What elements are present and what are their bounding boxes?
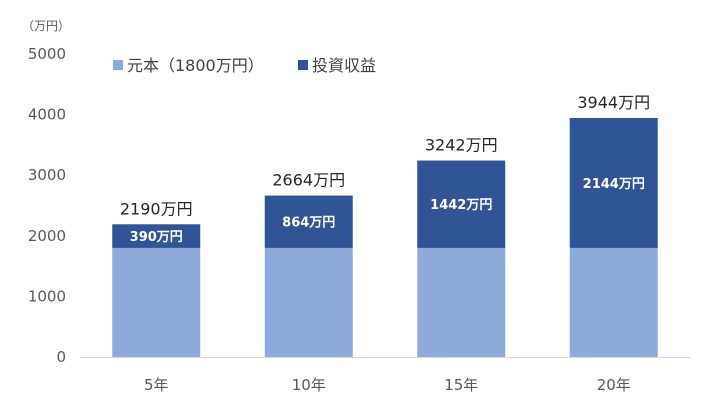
y-tick-label: 3000 — [28, 166, 66, 184]
bar-total-label: 3242万円 — [425, 136, 498, 155]
y-tick-label: 2000 — [28, 227, 66, 245]
bar-segment-principal — [569, 247, 658, 357]
bar-segment-principal — [417, 247, 506, 357]
bar-total-label: 3944万円 — [577, 93, 650, 112]
y-axis-unit-label: （万円） — [22, 19, 70, 33]
bar-segment-label: 2144万円 — [583, 177, 645, 192]
x-tick-label: 15年 — [444, 376, 478, 394]
bar-total-label: 2190万円 — [120, 199, 193, 218]
bar-segment-investment-return — [112, 224, 201, 248]
bar-segment-investment-return — [569, 117, 658, 248]
bar-segment-principal — [112, 247, 201, 357]
y-tick-label: 5000 — [28, 45, 66, 63]
bar-segment-principal — [264, 247, 353, 357]
legend: 元本（1800万円） 投資収益 — [113, 56, 376, 75]
x-axis: 5年 10年 15年 20年 — [144, 376, 631, 394]
bar-total-label: 2664万円 — [272, 171, 345, 190]
legend-label-investment-return: 投資収益 — [312, 56, 376, 75]
bar-segment-label: 390万円 — [130, 230, 183, 245]
x-tick-label: 5年 — [144, 376, 169, 394]
bar-segment-label: 1442万円 — [430, 198, 492, 213]
x-tick-label: 20年 — [597, 376, 631, 394]
x-tick-label: 10年 — [292, 376, 326, 394]
bar-segment-investment-return — [417, 160, 506, 248]
y-tick-label: 0 — [56, 348, 66, 366]
y-axis: 0 1000 2000 3000 4000 5000 — [28, 45, 66, 366]
bar-segment-investment-return — [264, 195, 353, 248]
bars: 390万円 2190万円 864万円 2664万円 1442万円 3242万円 2144万円… — [112, 93, 658, 357]
legend-swatch-principal — [113, 60, 123, 70]
y-tick-label: 4000 — [28, 106, 66, 124]
bar-segment-label: 864万円 — [282, 216, 335, 231]
legend-label-principal: 元本（1800万円） — [127, 56, 264, 75]
y-tick-label: 1000 — [28, 287, 66, 305]
legend-swatch-investment-return — [298, 60, 308, 70]
